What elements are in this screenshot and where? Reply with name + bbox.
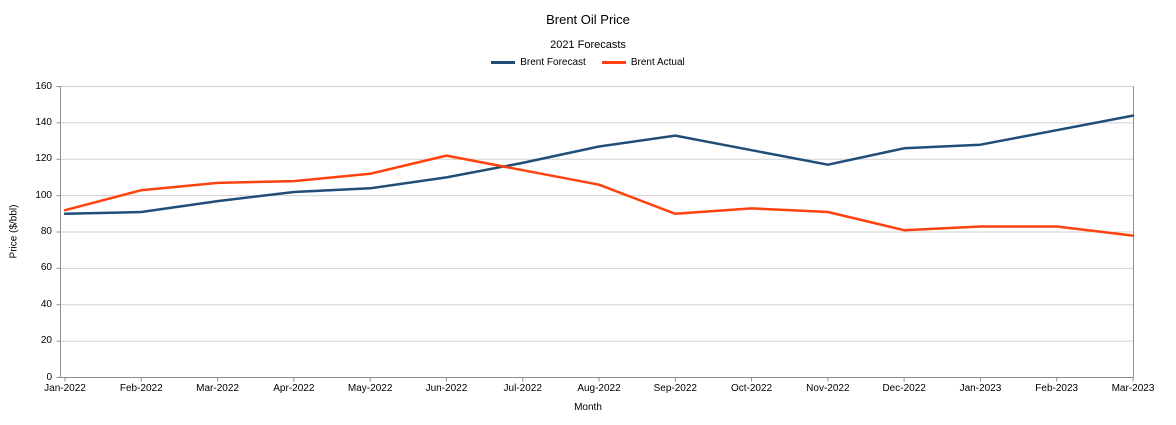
x-tick-label: Sep-2022 xyxy=(653,383,697,394)
legend-label-brent-forecast: Brent Forecast xyxy=(520,57,586,68)
x-tick-label: May-2022 xyxy=(347,383,393,394)
x-tick-label: Jun-2022 xyxy=(425,383,468,394)
y-axis-title: Price ($/bbl) xyxy=(8,204,20,259)
brent-actual-line-swatch-icon xyxy=(601,61,626,64)
x-tick-label: Aug-2022 xyxy=(577,383,621,394)
brent-actual-line xyxy=(63,154,1135,237)
x-tick-label: Feb-2023 xyxy=(1035,383,1079,394)
x-tick-label: Nov-2022 xyxy=(806,383,850,394)
x-tick-label: Jan-2022 xyxy=(44,383,86,394)
x-tick-label: Jan-2023 xyxy=(959,383,1002,394)
x-tick-label: Jul-2022 xyxy=(503,383,542,394)
legend: Brent Forecast Brent Actual xyxy=(0,57,1176,68)
y-tick-label: 60 xyxy=(40,262,52,274)
y-tick-label: 100 xyxy=(35,189,52,201)
y-tick-label: 80 xyxy=(40,226,52,237)
brent-forecast-line-swatch-icon xyxy=(491,61,516,64)
y-tick-label: 0 xyxy=(46,371,52,383)
x-tick-label: Apr-2022 xyxy=(273,383,315,394)
brent-forecast-line xyxy=(63,114,1135,216)
x-tick-label: Mar-2023 xyxy=(1111,383,1155,394)
y-tick-label: 140 xyxy=(35,116,52,128)
legend-item-brent-forecast: Brent Forecast xyxy=(491,57,586,68)
x-tick-label: Feb-2022 xyxy=(119,383,163,394)
x-tick-label: Oct-2022 xyxy=(730,383,773,394)
y-tick-label: 120 xyxy=(35,153,52,165)
y-tick-label: 160 xyxy=(35,80,52,92)
x-tick-label: Mar-2022 xyxy=(196,383,239,394)
x-tick-label: Dec-2022 xyxy=(882,383,926,394)
y-tick-label: 40 xyxy=(40,298,52,310)
legend-label-brent-actual: Brent Actual xyxy=(630,57,685,68)
chart-subtitle: 2021 Forecasts xyxy=(550,39,626,51)
y-tick-label: 20 xyxy=(40,335,52,347)
x-axis-title: Month xyxy=(574,402,602,413)
legend-item-brent-actual: Brent Actual xyxy=(601,57,685,68)
chart-title: Brent Oil Price xyxy=(546,12,630,27)
